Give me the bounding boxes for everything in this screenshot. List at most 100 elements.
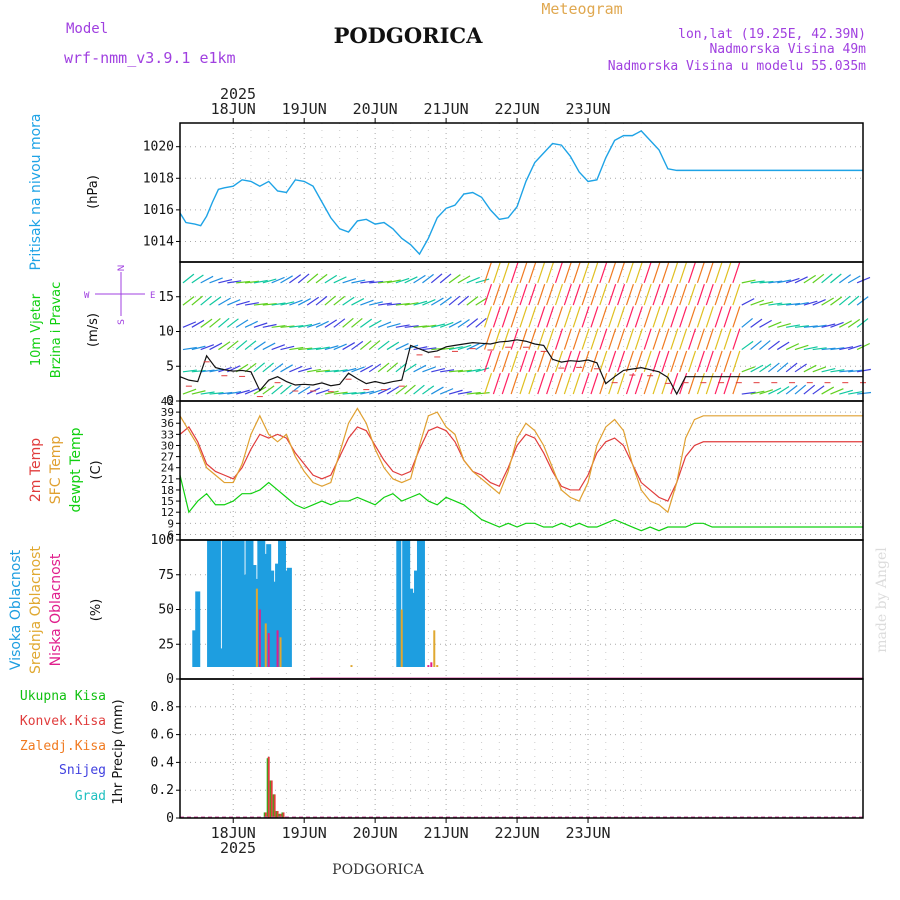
wind-arrow bbox=[599, 306, 608, 328]
wind-arrow bbox=[519, 261, 528, 284]
wind-arrow bbox=[466, 343, 480, 351]
wind-arrow bbox=[776, 362, 789, 373]
wind-arrow bbox=[643, 372, 652, 395]
precip-legend-2: Zaledj.Kisa bbox=[20, 739, 106, 754]
wind-arrow bbox=[803, 274, 817, 284]
wind-arrow bbox=[413, 364, 427, 373]
wind-arrow bbox=[377, 362, 390, 373]
wind-arrow bbox=[768, 340, 780, 351]
wind-arrow bbox=[661, 328, 670, 350]
wind-arrow bbox=[298, 323, 313, 328]
wind-arrow bbox=[723, 328, 732, 350]
wind-arrow bbox=[395, 302, 410, 306]
wind-arrow bbox=[777, 279, 792, 284]
wind-arrow bbox=[209, 317, 221, 328]
wind-arrow bbox=[244, 320, 258, 328]
wind-arrow bbox=[803, 364, 817, 373]
precip-bar bbox=[279, 813, 282, 818]
wind-arrow bbox=[386, 279, 401, 284]
wind-arrow bbox=[431, 386, 444, 395]
wind-arrow bbox=[297, 273, 310, 284]
cloud-bar bbox=[263, 553, 269, 667]
wind-arrow bbox=[803, 384, 816, 395]
wind-arrow bbox=[661, 306, 670, 328]
wind-arrow bbox=[652, 350, 661, 372]
precip-legend-4: Grad bbox=[75, 789, 106, 804]
wind-arrow bbox=[812, 385, 825, 395]
wind-arrow bbox=[679, 284, 688, 306]
cloud-bar bbox=[192, 630, 198, 667]
cloud-bar bbox=[207, 540, 213, 667]
wind-arrow bbox=[528, 372, 537, 395]
wind-arrow bbox=[324, 369, 339, 373]
wind-arrow bbox=[537, 284, 546, 306]
wind-arrow bbox=[510, 261, 519, 284]
wind-arrow bbox=[475, 367, 490, 373]
wind-arrow bbox=[794, 276, 808, 284]
wind-arrow bbox=[847, 295, 860, 306]
precip-bar bbox=[270, 780, 273, 818]
wind-arrow bbox=[696, 306, 705, 328]
wind-arrow bbox=[723, 306, 732, 328]
temp-unit: (C) bbox=[89, 460, 104, 479]
pressure-unit: (hPa) bbox=[86, 175, 101, 209]
wind-arrow bbox=[226, 318, 239, 328]
cloud-bar bbox=[215, 540, 221, 667]
ytick-label: 1020 bbox=[143, 140, 174, 155]
wind-arrow bbox=[563, 306, 572, 328]
wind-key-e: E bbox=[150, 291, 155, 301]
wind-arrow bbox=[404, 344, 419, 351]
wind-arrow bbox=[705, 306, 714, 328]
wind-arrow bbox=[732, 284, 741, 306]
wind-arrow bbox=[315, 369, 330, 373]
wind-arrow bbox=[590, 328, 599, 350]
cloud-bar bbox=[272, 581, 278, 667]
wind-arrow bbox=[271, 344, 285, 351]
wind-arrow bbox=[679, 306, 688, 328]
xtick-top: 18JUN bbox=[211, 100, 256, 118]
precip-bar bbox=[273, 794, 276, 818]
wind-arrow bbox=[537, 306, 546, 328]
cloud-bar bbox=[212, 540, 218, 667]
wind-arrow bbox=[821, 297, 834, 306]
wind-arrow bbox=[661, 261, 670, 284]
wind-arrow bbox=[750, 390, 765, 395]
wind-key-w: W bbox=[84, 291, 90, 301]
wind-arrow bbox=[413, 325, 428, 328]
wind-arrow bbox=[759, 389, 773, 395]
wind-arrow bbox=[785, 385, 798, 395]
wind-arrow bbox=[839, 346, 854, 351]
wind-arrow bbox=[448, 320, 462, 328]
wind-arrow bbox=[227, 299, 241, 306]
wind-arrow bbox=[528, 284, 537, 306]
wind-arrow bbox=[786, 324, 801, 328]
wind-arrow bbox=[732, 306, 741, 328]
wind-arrow bbox=[466, 318, 479, 328]
precip-bar bbox=[264, 812, 267, 818]
wind-arrow bbox=[200, 318, 213, 328]
wind-arrow bbox=[271, 363, 284, 373]
wind-arrow bbox=[200, 369, 215, 373]
ytick-label: 1018 bbox=[143, 171, 174, 186]
wind-arrow bbox=[342, 342, 356, 351]
wind-arrow bbox=[457, 344, 472, 351]
wind-arrow bbox=[492, 350, 501, 372]
wind-arrow bbox=[209, 392, 224, 395]
wind-arrow bbox=[812, 347, 827, 351]
wind-arrow bbox=[750, 299, 764, 306]
xtick-bottom: 21JUN bbox=[424, 824, 469, 842]
ytick-label: 0 bbox=[166, 672, 174, 687]
cloud-bar bbox=[278, 540, 284, 667]
wind-arrow bbox=[812, 366, 827, 373]
wind-arrow bbox=[360, 299, 374, 306]
wind-arrow bbox=[235, 340, 248, 351]
wind-arrow bbox=[307, 347, 322, 351]
wind-arrow bbox=[191, 369, 206, 373]
wind-arrow bbox=[528, 261, 537, 284]
wind-arrow bbox=[759, 280, 774, 284]
precip-bar bbox=[267, 756, 270, 818]
wind-arrow bbox=[369, 280, 384, 284]
temp-ylabel-2m: 2m Temp bbox=[28, 438, 44, 502]
wind-arrow bbox=[448, 295, 461, 306]
